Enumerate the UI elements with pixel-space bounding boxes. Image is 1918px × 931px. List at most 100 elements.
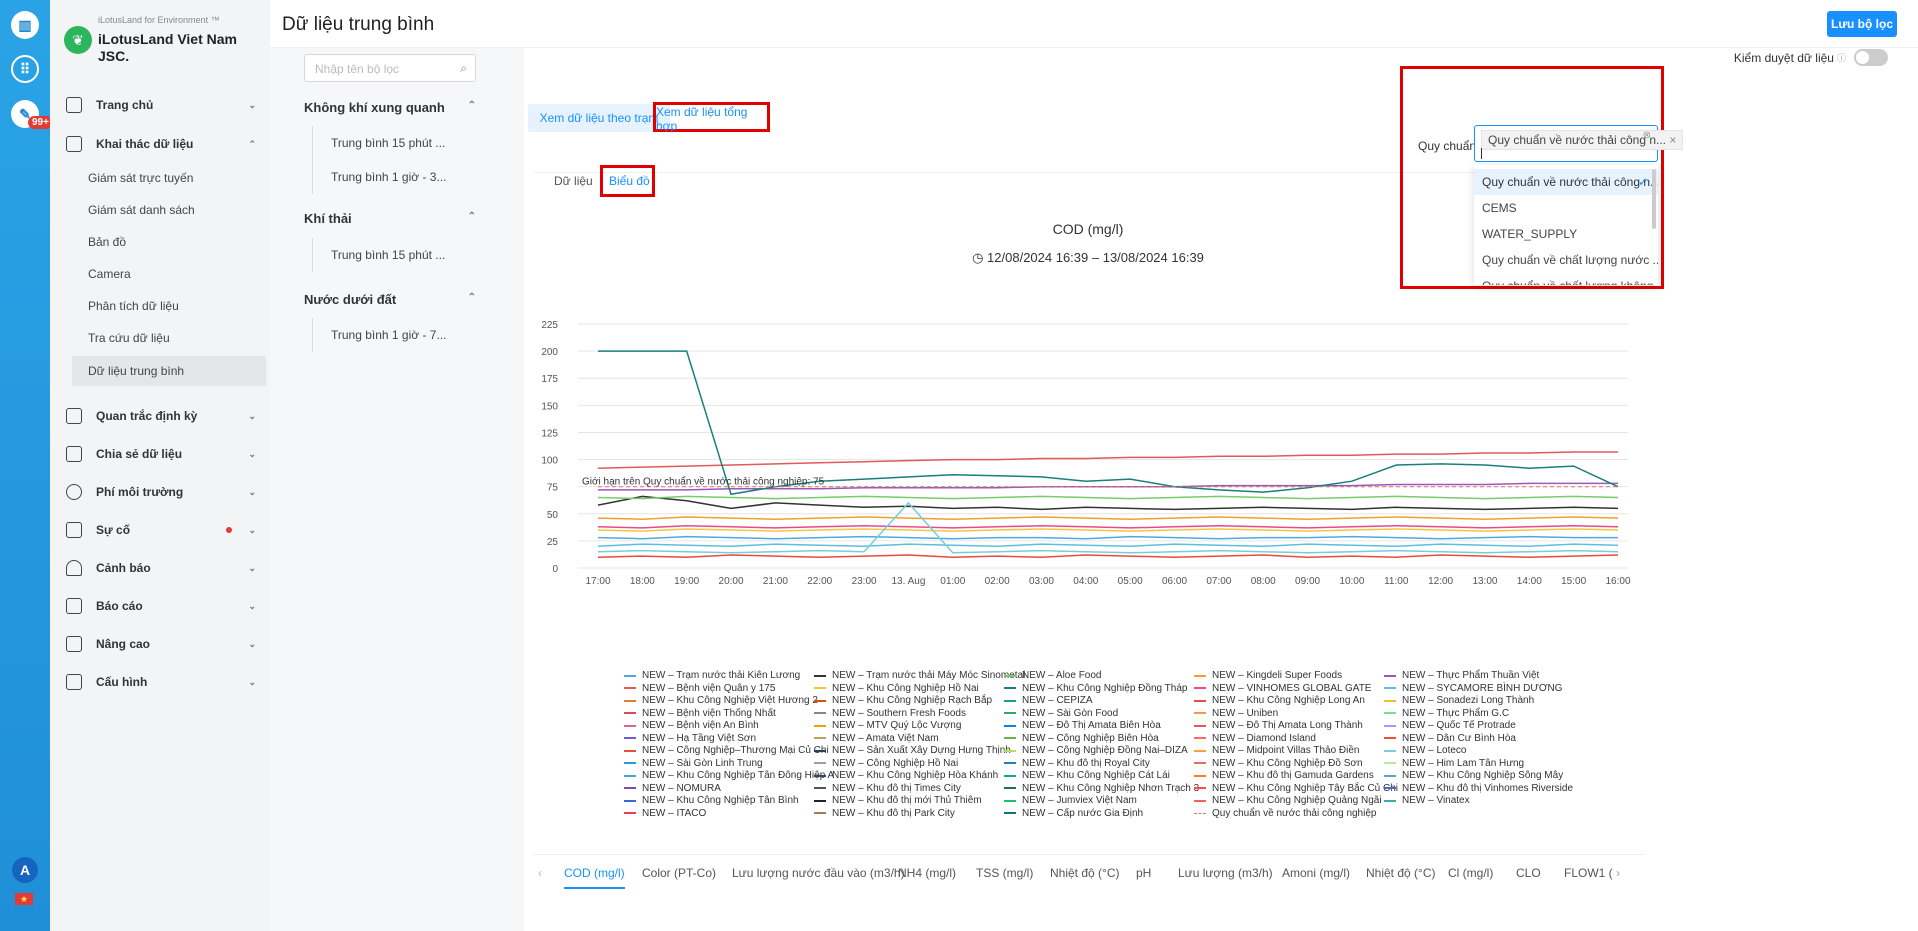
subnav-online-monitoring[interactable]: Giám sát trực tuyến: [88, 171, 194, 185]
clear-icon[interactable]: ⊗: [1642, 130, 1651, 141]
legend-item[interactable]: NEW – Khu Công Nghiệp Cát Lái: [1004, 770, 1170, 781]
legend-item[interactable]: NEW – Khu Công Nghiệp Hồ Nai: [814, 683, 979, 694]
legend-item[interactable]: NEW – Kingdeli Super Foods: [1194, 670, 1342, 681]
legend-item[interactable]: NEW – Khu Công Nghiệp Quảng Ngãi: [1194, 795, 1382, 806]
tabs-next-icon[interactable]: ›: [1616, 866, 1620, 880]
legend-item[interactable]: NEW – SYCAMORE BÌNH DƯƠNG: [1384, 683, 1562, 694]
legend-item[interactable]: NEW – Khu đô thị Royal City: [1004, 758, 1150, 769]
legend-item[interactable]: NEW – Amata Việt Nam: [814, 733, 939, 744]
legend-item[interactable]: NEW – Loteco: [1384, 745, 1466, 756]
tag-close-icon[interactable]: ×: [1669, 133, 1677, 147]
metric-tab[interactable]: Color (PT-Co): [642, 866, 717, 880]
legend-item[interactable]: NEW – Khu đô thị Times City: [814, 783, 961, 794]
legend-item[interactable]: NEW – MTV Quý Lộc Vượng: [814, 720, 961, 731]
nav-item-config[interactable]: Cấu hình ⌄: [66, 670, 262, 694]
legend-item[interactable]: NEW – Khu Công Nghiệp Tân Đông Hiệp A: [624, 770, 834, 781]
filter-group-ambient-air[interactable]: Không khí xung quanh ⌃: [304, 100, 476, 115]
legend-item[interactable]: NEW – Công Nghiệp Hồ Nai: [814, 758, 958, 769]
app-logo-icon[interactable]: ▥: [11, 11, 39, 39]
legend-item[interactable]: NEW – Đô Thị Amata Biên Hòa: [1004, 720, 1161, 731]
nav-item-data-mining[interactable]: Khai thác dữ liệu ⌃: [66, 132, 262, 156]
legend-item[interactable]: NEW – VINHOMES GLOBAL GATE: [1194, 683, 1371, 694]
notification-icon[interactable]: ✎: [11, 100, 39, 128]
legend-item[interactable]: NEW – Sài Gòn Food: [1004, 708, 1118, 719]
subnav-map[interactable]: Bản đồ: [88, 235, 127, 249]
legend-item[interactable]: NEW – Khu Công Nghiệp Tân Bình: [624, 795, 799, 806]
tab-chart[interactable]: Biểu đồ: [609, 174, 650, 188]
legend-item[interactable]: NEW – Thực Phẩm Thuần Việt: [1384, 670, 1539, 681]
legend-item[interactable]: NEW – Uniben: [1194, 708, 1278, 719]
legend-item[interactable]: NEW – Hạ Tầng Việt Sơn: [624, 733, 756, 744]
metric-tab[interactable]: CLO: [1516, 866, 1541, 880]
nav-item-fee[interactable]: Phí môi trường ⌄: [66, 480, 262, 504]
legend-item[interactable]: NEW – Bệnh viện Thống Nhất: [624, 708, 776, 719]
filter-search-input[interactable]: Nhập tên bộ lọc ⌕: [304, 54, 476, 82]
standard-option[interactable]: Quy chuẩn về nước thải công n... ✓: [1474, 169, 1658, 195]
metric-tab[interactable]: TSS (mg/l): [976, 866, 1034, 880]
standard-option[interactable]: Quy chuẩn về chất lượng không ...: [1474, 273, 1658, 285]
metric-tab[interactable]: Lưu lượng nước đầu vào (m3/h): [732, 866, 905, 880]
legend-item[interactable]: NEW – Sài Gòn Linh Trung: [624, 758, 763, 769]
legend-item[interactable]: NEW – ITACO: [624, 808, 706, 819]
metric-tab[interactable]: Nhiệt độ (°C): [1050, 866, 1120, 880]
legend-item[interactable]: NEW – Khu Công Nghiệp Long An: [1194, 695, 1365, 706]
nav-item-advanced[interactable]: Nâng cao ⌄: [66, 632, 262, 656]
metric-tab[interactable]: Lưu lượng (m3/h): [1178, 866, 1273, 880]
metric-tab[interactable]: Nhiệt độ (°C): [1366, 866, 1436, 880]
filter-item[interactable]: Trung bình 15 phút ...: [312, 126, 462, 160]
legend-item[interactable]: NEW – Khu Công Nghiệp Hòa Khánh: [814, 770, 998, 781]
legend-item[interactable]: NEW – Khu Công Nghiệp Nhơn Trạch 3: [1004, 783, 1199, 794]
legend-item[interactable]: NEW – Công Nghiệp Biên Hòa: [1004, 733, 1159, 744]
legend-item[interactable]: Quy chuẩn về nước thải công nghiệp: [1194, 808, 1376, 819]
subnav-data-lookup[interactable]: Tra cứu dữ liệu: [88, 331, 170, 345]
subnav-list-monitoring[interactable]: Giám sát danh sách: [88, 203, 195, 217]
nav-item-periodic[interactable]: Quan trắc định kỳ ⌄: [66, 404, 262, 428]
standard-option[interactable]: Quy chuẩn về chất lượng nước ...: [1482, 253, 1658, 267]
nav-item-alert[interactable]: Cảnh báo ⌄: [66, 556, 262, 580]
legend-item[interactable]: NEW – NOMURA: [624, 783, 721, 794]
save-filter-button[interactable]: Lưu bộ lọc: [1827, 11, 1897, 37]
tab-data[interactable]: Dữ liệu: [554, 174, 593, 188]
metric-tab[interactable]: FLOW1 (: [1564, 866, 1613, 880]
legend-item[interactable]: NEW – Công Nghiệp Đồng Nai–DIZA: [1004, 745, 1188, 756]
standard-option[interactable]: WATER_SUPPLY: [1482, 227, 1578, 241]
view-by-station-button[interactable]: Xem dữ liệu theo trạm: [528, 104, 670, 132]
legend-item[interactable]: NEW – Khu Công Nghiệp Đồng Tháp: [1004, 683, 1187, 694]
tabs-prev-icon[interactable]: ‹: [538, 866, 542, 880]
legend-item[interactable]: NEW – Khu Công Nghiệp Việt Hương 2: [624, 695, 818, 706]
filter-group-groundwater[interactable]: Nước dưới đất ⌃: [304, 292, 476, 307]
legend-item[interactable]: NEW – Thực Phẩm G.C: [1384, 708, 1509, 719]
filter-item[interactable]: Trung bình 1 giờ - 7...: [312, 318, 462, 352]
nav-item-incident[interactable]: Sự cố ⌄: [66, 518, 262, 542]
metric-tab[interactable]: NH4 (mg/l): [898, 866, 957, 880]
legend-item[interactable]: NEW – Khu đô thị Vinhomes Riverside: [1384, 783, 1573, 794]
legend-item[interactable]: NEW – Him Lam Tân Hưng: [1384, 758, 1524, 769]
legend-item[interactable]: NEW – Đô Thị Amata Long Thành: [1194, 720, 1363, 731]
legend-item[interactable]: NEW – Khu đô thị Gamuda Gardens: [1194, 770, 1374, 781]
metric-tab[interactable]: Amoni (mg/l): [1282, 866, 1351, 880]
legend-item[interactable]: NEW – Sonadezi Long Thành: [1384, 695, 1534, 706]
legend-item[interactable]: NEW – CEPIZA: [1004, 695, 1093, 706]
legend-item[interactable]: NEW – Jumviex Việt Nam: [1004, 795, 1137, 806]
dropdown-scrollbar[interactable]: [1652, 169, 1656, 229]
avatar[interactable]: A: [12, 857, 38, 883]
metric-tab[interactable]: Cl (mg/l): [1448, 866, 1494, 880]
legend-item[interactable]: NEW – Vinatex: [1384, 795, 1470, 806]
legend-item[interactable]: NEW – Sản Xuất Xây Dựng Hưng Thịnh: [814, 745, 1011, 756]
legend-item[interactable]: NEW – Khu đô thị Park City: [814, 808, 955, 819]
legend-item[interactable]: NEW – Southern Fresh Foods: [814, 708, 966, 719]
legend-item[interactable]: NEW – Khu Công Nghiệp Rạch Bắp: [814, 695, 992, 706]
legend-item[interactable]: NEW – Khu đô thị mới Thủ Thiêm: [814, 795, 982, 806]
legend-item[interactable]: NEW – Khu Công Nghiệp Sông Mây: [1384, 770, 1563, 781]
review-toggle[interactable]: [1854, 49, 1888, 66]
legend-item[interactable]: NEW – Công Nghiệp–Thương Mại Củ Chi: [624, 745, 829, 756]
nav-item-share[interactable]: Chia sẻ dữ liệu ⌄: [66, 442, 262, 466]
legend-item[interactable]: NEW – Aloe Food: [1004, 670, 1101, 681]
legend-item[interactable]: NEW – Khu Công Nghiệp Tây Bắc Củ Chi: [1194, 783, 1398, 794]
metric-tab[interactable]: pH: [1136, 866, 1152, 880]
legend-item[interactable]: NEW – Quốc Tế Protrade: [1384, 720, 1516, 731]
standard-select[interactable]: Quy chuẩn về nước thải công n... × ⊗: [1474, 125, 1684, 162]
legend-item[interactable]: NEW – Bệnh viện Quân y 175: [624, 683, 775, 694]
subnav-camera[interactable]: Camera: [88, 267, 131, 281]
legend-item[interactable]: NEW – Bệnh viện An Bình: [624, 720, 759, 731]
